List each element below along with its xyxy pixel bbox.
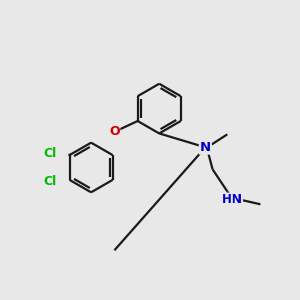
- Text: Cl: Cl: [44, 147, 57, 160]
- Text: N: N: [200, 141, 211, 154]
- Text: Cl: Cl: [44, 175, 57, 188]
- Text: O: O: [109, 125, 120, 138]
- Text: H: H: [222, 193, 232, 206]
- Text: N: N: [231, 193, 242, 206]
